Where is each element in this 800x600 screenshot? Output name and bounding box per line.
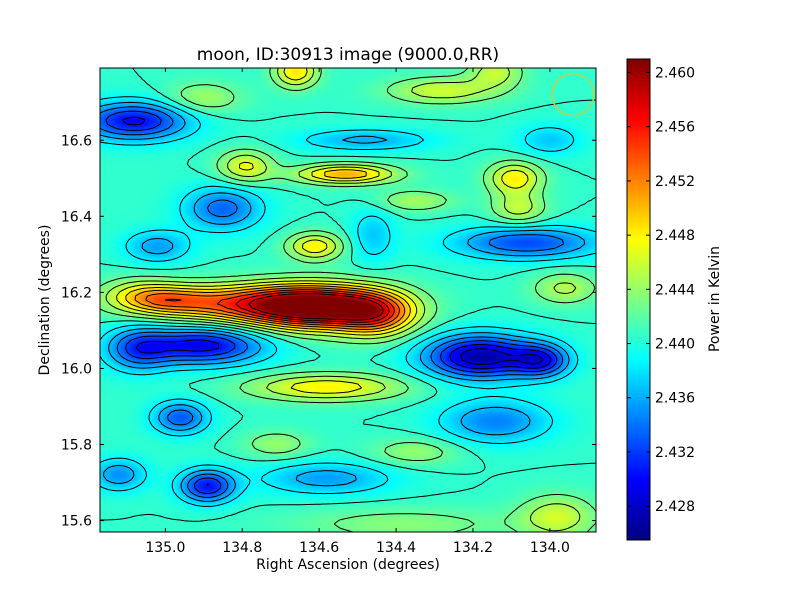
heatmap-image	[100, 68, 596, 532]
colorbar-tick-label: 2.452	[655, 174, 695, 190]
colorbar-tick-label: 2.436	[655, 391, 695, 407]
x-tick-label: 134.2	[453, 540, 493, 556]
contour-line	[105, 68, 581, 532]
colorbar-tick-label: 2.428	[655, 499, 695, 515]
heatmap-image-wrapper	[100, 68, 596, 532]
contour-line	[460, 348, 544, 365]
colorbar-tick-label: 2.448	[655, 228, 695, 244]
colorbar-tick-label: 2.440	[655, 337, 695, 353]
colorbar-ticks: 2.428 2.432 2.436 2.440 2.444 2.448 2.452 2.456…	[627, 66, 695, 515]
contour-line	[165, 289, 395, 326]
contour-line	[100, 106, 564, 498]
colorbar-tick-label: 2.432	[655, 445, 695, 461]
plot-frame	[99, 67, 597, 533]
contour-line	[122, 116, 552, 486]
x-tick-label: 134.4	[376, 540, 416, 556]
chart-title: moon, ID:30913 image (9000.0,RR)	[197, 45, 499, 65]
contour-line	[105, 110, 558, 494]
colorbar-gradient	[627, 59, 650, 540]
contour-line	[134, 285, 406, 330]
colorbar-tick-label: 2.444	[655, 282, 695, 298]
x-tick-label: 134.6	[299, 540, 339, 556]
x-tick-label: 135.0	[145, 540, 185, 556]
x-tick-label: 134.8	[222, 540, 262, 556]
colorbar-frame	[626, 58, 651, 541]
x-tick-label: 134.0	[530, 540, 570, 556]
y-tick-label: 15.6	[61, 514, 92, 530]
colorbar-tick-label: 2.456	[655, 120, 695, 136]
contour-line	[145, 287, 400, 328]
x-axis: 135.0 134.8 134.6 134.4 134.2 134.0	[145, 68, 570, 556]
y-tick-label: 16.6	[61, 133, 92, 149]
contour-line	[235, 291, 390, 323]
y-tick-label: 16.2	[61, 285, 92, 301]
y-tick-label: 16.0	[61, 361, 92, 377]
contour-line	[100, 101, 586, 502]
contour-line	[125, 169, 411, 333]
annotation-layer	[551, 72, 595, 117]
contour-line	[100, 68, 596, 522]
contour-line	[248, 293, 384, 321]
beam-circle-annotation	[551, 72, 595, 117]
contour-lines	[100, 68, 596, 532]
contour-line	[100, 68, 596, 532]
contour-line	[100, 96, 596, 507]
colorbar: 2.428 2.432 2.436 2.440 2.444 2.448 2.452 2.456…	[626, 58, 723, 541]
colorbar-tick-label: 2.460	[655, 66, 695, 82]
plot-area: 135.0 134.8 134.6 134.4 134.2 134.0 15.615.81…	[61, 67, 597, 556]
y-tick-label: 16.4	[61, 209, 92, 225]
colorbar-label: Power in Kelvin	[707, 246, 723, 352]
x-axis-label: Right Ascension (degrees)	[256, 557, 440, 573]
y-axis-label: Declination (degrees)	[37, 225, 53, 376]
colorbar-gradient-wrapper	[627, 59, 650, 540]
contour-line	[116, 68, 529, 394]
y-tick-label: 15.8	[61, 438, 92, 454]
y-axis: 15.6 15.8 16.0 16.2 16.4 16.6	[61, 133, 596, 530]
